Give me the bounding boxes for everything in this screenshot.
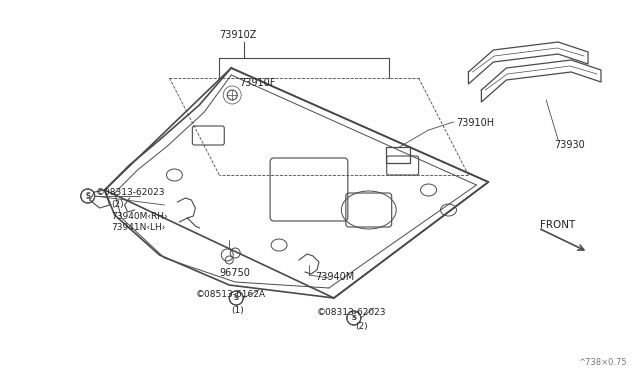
Text: 73940M: 73940M [315,272,354,282]
Text: 96750: 96750 [220,268,250,278]
Text: 73910H: 73910H [456,118,495,128]
Text: ©08313-62023: ©08313-62023 [96,188,165,197]
Text: S: S [234,294,239,302]
Text: (1): (1) [231,306,244,315]
Text: FRONT: FRONT [540,220,575,230]
Text: 73940M‹RH›: 73940M‹RH› [111,212,168,221]
Text: (2): (2) [355,322,367,331]
Text: ^738×0.75: ^738×0.75 [578,358,627,367]
Text: 73910Z: 73910Z [220,30,257,40]
Text: 73941N‹LH›: 73941N‹LH› [111,223,166,232]
Text: 73910F: 73910F [239,78,276,88]
Text: ©08513-6162A: ©08513-6162A [195,290,266,299]
Text: S: S [85,193,90,199]
Text: S: S [85,192,90,201]
Text: (2): (2) [111,200,124,209]
Text: S: S [351,314,356,323]
Text: 73930: 73930 [554,140,585,150]
Text: ©08313-62023: ©08313-62023 [317,308,387,317]
Text: S: S [351,315,356,321]
Text: S: S [234,295,239,301]
